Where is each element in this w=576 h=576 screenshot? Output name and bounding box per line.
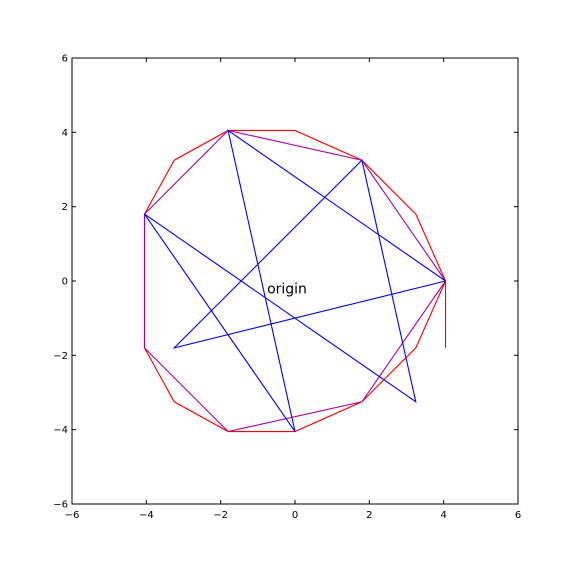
- ticks-layer: −6 −4 −2 0 2 4 6 −6 −4 −2 0 2 4 6: [53, 54, 521, 522]
- x-tick-label: 2: [366, 510, 372, 521]
- series-line-2: [143, 129, 446, 433]
- y-tick-label: 2: [62, 202, 68, 213]
- x-tick-label: 4: [440, 510, 446, 521]
- annotation-origin: origin: [267, 281, 307, 297]
- y-tick-label: 0: [62, 277, 68, 288]
- x-tick-label: 6: [515, 510, 521, 521]
- series-layer: [143, 129, 447, 433]
- y-tick-label: −2: [53, 351, 68, 362]
- y-tick-label: 4: [62, 128, 68, 139]
- y-tick-label: −6: [53, 500, 68, 511]
- y-tick-label: −4: [53, 425, 68, 436]
- x-tick-label: 0: [292, 510, 298, 521]
- series-line-1: [143, 129, 447, 433]
- series-line-3: [144, 129, 446, 432]
- x-tick-label: −2: [213, 510, 228, 521]
- y-tick-label: 6: [62, 54, 68, 65]
- x-tick-label: −6: [65, 510, 80, 521]
- x-tick-label: −4: [139, 510, 154, 521]
